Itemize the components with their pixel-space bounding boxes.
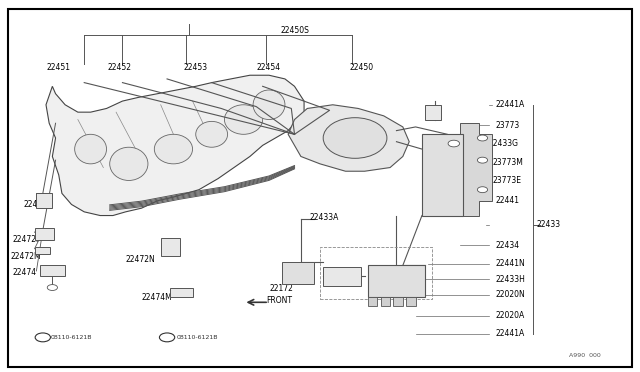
Text: 22441N: 22441N: [495, 259, 525, 268]
Bar: [323, 267, 362, 286]
Bar: [394, 297, 403, 306]
Text: 22172: 22172: [269, 284, 293, 293]
Bar: [368, 265, 425, 297]
Text: 23773: 23773: [495, 121, 520, 129]
Bar: [282, 262, 314, 284]
Circle shape: [477, 135, 488, 141]
Text: 22454: 22454: [257, 63, 281, 72]
Text: 23773M: 23773M: [492, 157, 523, 167]
Text: B: B: [165, 335, 169, 340]
Circle shape: [448, 140, 460, 147]
Ellipse shape: [154, 134, 193, 164]
Text: FRONT: FRONT: [266, 296, 292, 305]
Text: 22433: 22433: [537, 220, 561, 229]
Text: 22474M: 22474M: [141, 294, 172, 302]
Bar: [425, 105, 441, 119]
Text: ⊕: ⊕: [451, 141, 457, 147]
Bar: [35, 247, 51, 254]
Circle shape: [159, 333, 175, 342]
Circle shape: [35, 333, 51, 342]
Ellipse shape: [225, 105, 262, 134]
Text: 08110-6121B: 08110-6121B: [51, 335, 93, 340]
Text: 22474: 22474: [13, 268, 37, 277]
Text: 22401: 22401: [24, 200, 48, 209]
PathPatch shape: [460, 123, 492, 215]
Text: 22434: 22434: [495, 241, 520, 250]
Text: 22450: 22450: [349, 63, 374, 72]
Text: B: B: [41, 335, 45, 340]
Ellipse shape: [75, 134, 106, 164]
Ellipse shape: [109, 147, 148, 180]
Bar: [368, 297, 378, 306]
Text: ●: ●: [480, 141, 484, 146]
Circle shape: [47, 285, 58, 291]
Ellipse shape: [253, 90, 285, 119]
Bar: [381, 297, 390, 306]
Text: 22472N: 22472N: [125, 255, 156, 264]
Bar: [36, 193, 52, 208]
Text: 22451: 22451: [47, 63, 71, 72]
Bar: [161, 238, 180, 256]
Circle shape: [477, 187, 488, 193]
Bar: [422, 134, 463, 215]
Text: 22472M: 22472M: [11, 252, 42, 262]
Text: 08110-6121B: 08110-6121B: [177, 335, 218, 340]
Text: 22433G: 22433G: [489, 139, 519, 148]
Bar: [406, 297, 415, 306]
Circle shape: [477, 157, 488, 163]
Text: 22441A: 22441A: [495, 329, 525, 338]
Text: 22020N: 22020N: [495, 291, 525, 299]
Bar: [170, 288, 193, 297]
PathPatch shape: [46, 75, 304, 215]
Ellipse shape: [323, 118, 387, 158]
Ellipse shape: [196, 121, 228, 147]
Text: A990  000: A990 000: [568, 353, 600, 358]
Text: 22433H: 22433H: [495, 275, 525, 283]
Text: 22020A: 22020A: [495, 311, 525, 320]
Bar: [35, 228, 54, 240]
PathPatch shape: [288, 105, 409, 171]
Text: 22441A: 22441A: [495, 100, 525, 109]
Text: 22441: 22441: [495, 196, 519, 205]
Bar: [40, 265, 65, 276]
Text: 22453: 22453: [184, 63, 208, 72]
Text: 22450S: 22450S: [280, 26, 309, 35]
Text: 22452: 22452: [108, 63, 131, 72]
Text: 22472P: 22472P: [13, 235, 42, 244]
Text: 23773E: 23773E: [492, 176, 521, 185]
Text: 22433A: 22433A: [309, 213, 339, 222]
